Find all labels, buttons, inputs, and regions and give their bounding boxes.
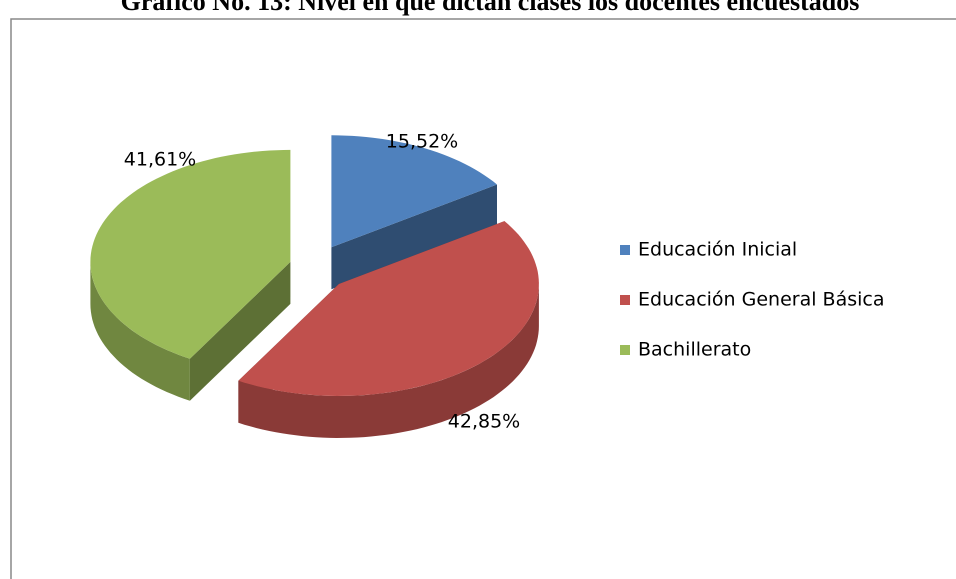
slice — [90, 149, 291, 359]
data-label: 41,61% — [124, 149, 196, 171]
slice-wall — [189, 261, 291, 401]
legend-label: Educación General Básica — [638, 289, 885, 311]
legend-label: Bachillerato — [638, 339, 751, 361]
slice-wall — [331, 184, 497, 290]
slice-side — [238, 284, 539, 438]
legend-swatch — [620, 245, 630, 255]
slice-side — [90, 261, 190, 401]
legend-swatch — [620, 295, 630, 305]
slice — [238, 221, 539, 396]
legend-label: Educación Inicial — [638, 239, 797, 261]
slice — [331, 135, 497, 248]
pie-tops — [90, 135, 539, 396]
data-label: 42,85% — [448, 411, 520, 433]
chart-title: Gráfico No. 13: Nivel en que dictan clas… — [121, 0, 860, 16]
data-label: 15,52% — [386, 131, 458, 153]
legend-swatch — [620, 345, 630, 355]
